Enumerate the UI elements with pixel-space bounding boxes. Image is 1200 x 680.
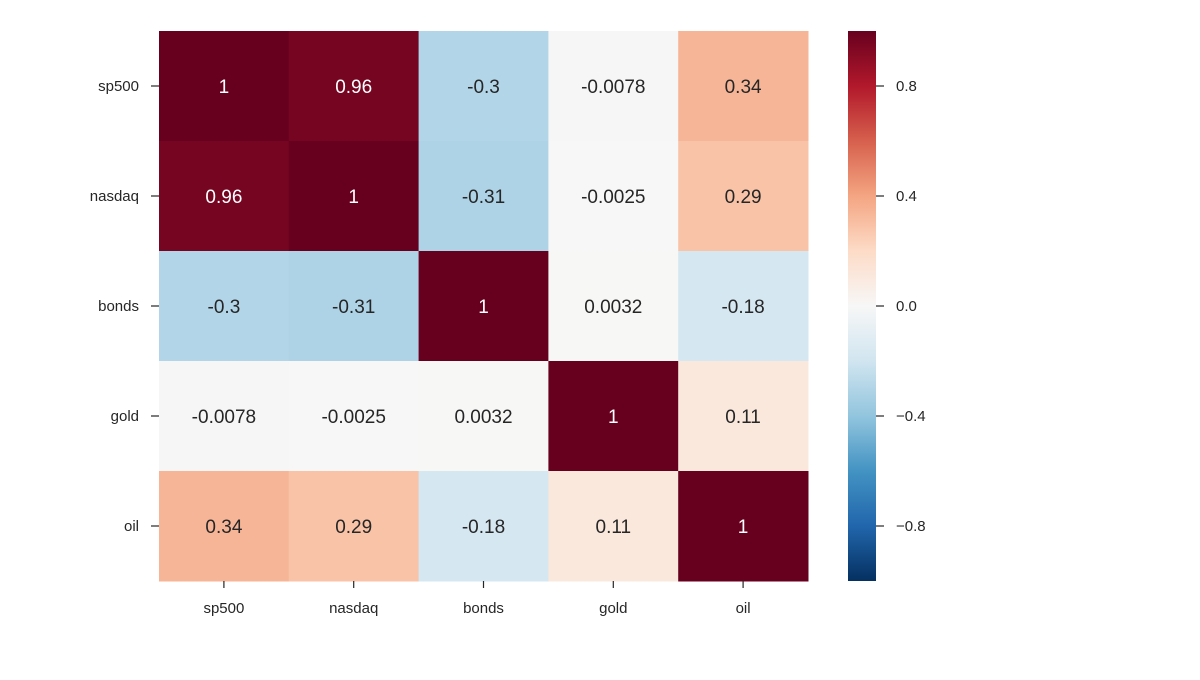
cell-annotation: 0.0032: [584, 297, 642, 318]
y-tick-label: nasdaq: [90, 188, 139, 205]
y-tick-label: gold: [111, 408, 139, 425]
heatmap-cell: [418, 251, 549, 362]
heatmap-cell: [288, 31, 420, 142]
heatmap-cell: [159, 361, 290, 472]
colorbar: 0.8 0.4 0.0 −0.4 −0.8: [848, 31, 926, 581]
heatmap-cell: [159, 31, 290, 142]
cell-annotation: 1: [608, 407, 619, 428]
cell-annotation: 0.29: [335, 517, 372, 538]
x-tick-label: sp500: [203, 600, 244, 617]
colorbar-tick-label: −0.8: [896, 518, 926, 535]
heatmap-cell: [288, 251, 420, 362]
cell-annotation: 0.11: [725, 407, 761, 428]
colorbar-gradient: [848, 31, 876, 581]
x-tick-label: bonds: [463, 600, 504, 617]
cell-annotation: 0.96: [205, 187, 242, 208]
heatmap-cell: [159, 141, 290, 252]
cell-annotation: 1: [219, 77, 230, 98]
x-axis: sp500 nasdaq bonds gold oil: [203, 581, 751, 617]
colorbar-tick-label: 0.8: [896, 78, 917, 95]
heatmap-cell: [548, 31, 679, 142]
cell-annotation: 1: [738, 517, 749, 538]
cell-annotation: 0.29: [725, 187, 762, 208]
heatmap-cell: [418, 31, 549, 142]
cell-annotation: -0.18: [721, 297, 764, 318]
heatmap-cell: [678, 251, 809, 362]
cell-annotation: -0.0025: [581, 187, 645, 208]
cell-annotation: 0.11: [596, 517, 632, 538]
heatmap-cell: [548, 471, 679, 582]
heatmap-cell: [548, 361, 679, 472]
heatmap-cell: [678, 361, 809, 472]
cell-annotation: 0.34: [205, 517, 242, 538]
cell-annotation: -0.0025: [321, 407, 385, 428]
cell-annotation: 0.96: [335, 77, 372, 98]
x-tick-label: nasdaq: [329, 600, 378, 617]
x-tick-label: gold: [599, 600, 627, 617]
colorbar-tick-label: −0.4: [896, 408, 926, 425]
cell-annotation: 1: [348, 187, 359, 208]
heatmap-cell: [548, 141, 679, 252]
heatmap-cell: [288, 471, 420, 582]
cell-annotation: -0.0078: [192, 407, 256, 428]
colorbar-tick-label: 0.0: [896, 298, 917, 315]
heatmap-cell: [678, 141, 809, 252]
cell-annotation: -0.18: [462, 517, 505, 538]
cell-annotation: -0.3: [467, 77, 500, 98]
y-axis: sp500 nasdaq bonds gold oil: [90, 78, 159, 535]
cell-annotation: 0.0032: [454, 407, 512, 428]
heatmap-cell: [418, 141, 549, 252]
heatmap-cell: [288, 141, 420, 252]
heatmap-cell: [418, 471, 549, 582]
y-tick-label: sp500: [98, 78, 139, 95]
x-tick-label: oil: [736, 600, 751, 617]
heatmap-cell: [418, 361, 549, 472]
heatmap-cell: [678, 471, 809, 582]
heatmap-cells: 1 0.96 -0.3 -0.0078 0.340.96 1 -0.31 -0.0025 0.2…: [159, 31, 809, 582]
cell-annotation: -0.0078: [581, 77, 645, 98]
heatmap-cell: [288, 361, 420, 472]
y-tick-label: oil: [124, 518, 139, 535]
y-tick-label: bonds: [98, 298, 139, 315]
colorbar-tick-label: 0.4: [896, 188, 917, 205]
cell-annotation: -0.31: [332, 297, 375, 318]
cell-annotation: 0.34: [725, 77, 762, 98]
heatmap-cell: [678, 31, 809, 142]
heatmap-cell: [159, 471, 290, 582]
heatmap-cell: [548, 251, 679, 362]
cell-annotation: -0.3: [208, 297, 241, 318]
heatmap-cell: [159, 251, 290, 362]
cell-annotation: 1: [478, 297, 489, 318]
cell-annotation: -0.31: [462, 187, 505, 208]
